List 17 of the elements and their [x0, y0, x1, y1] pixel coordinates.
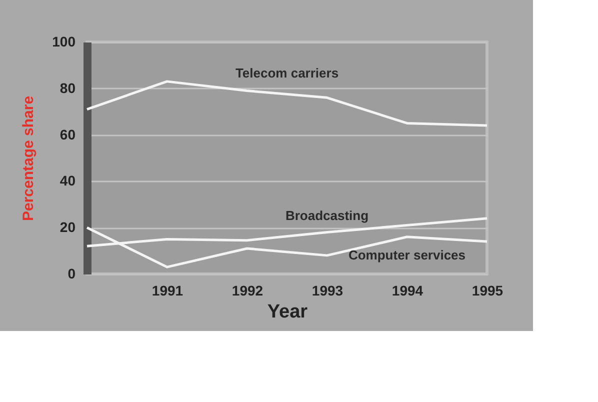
line-series: [86, 80, 488, 127]
x-tick-label: 1994: [392, 282, 424, 298]
x-tick-label: 1995: [472, 282, 504, 298]
y-tick-label: 20: [60, 219, 76, 236]
y-tick-label: 0: [68, 266, 76, 282]
x-tick-label: 1991: [152, 282, 184, 298]
series-label: Broadcasting: [285, 208, 369, 223]
x-tick-label: 1992: [232, 282, 264, 298]
y-tick-label: 60: [60, 126, 76, 142]
x-tick-label: 1993: [312, 282, 344, 298]
y-axis-title: Percentage share: [20, 96, 38, 222]
x-axis-title: Year: [267, 302, 308, 322]
y-tick-label: 80: [60, 80, 76, 96]
y-tick-label: 40: [60, 172, 76, 189]
series-label: Computer services: [348, 247, 466, 262]
y-tick-label: 100: [52, 34, 76, 50]
series-label: Telecom carriers: [235, 65, 339, 80]
